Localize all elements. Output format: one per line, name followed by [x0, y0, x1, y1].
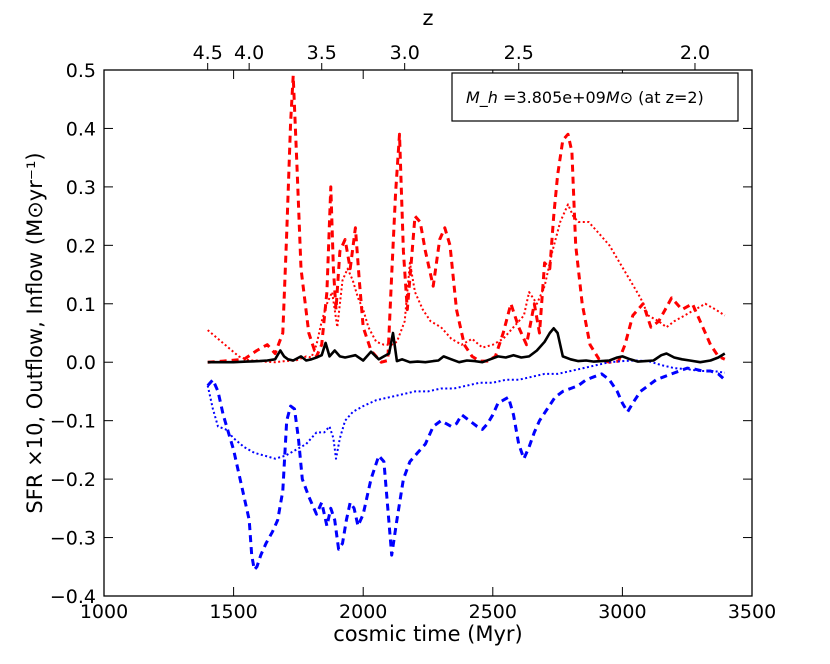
y-tick-label: 0.2 [66, 235, 96, 257]
legend-box [451, 72, 739, 122]
top-axis-title: z [422, 6, 433, 30]
x-tick-label: 3500 [728, 601, 776, 623]
z-tick-label: 3.0 [390, 42, 420, 64]
legend-symbol: M_h [466, 88, 498, 108]
series-inflow_dotted [206, 359, 725, 460]
x-tick-label: 3000 [598, 601, 646, 623]
x-tick-label: 1000 [80, 601, 128, 623]
legend-label: M_h =3.805e+09M⊙ (at z=2) [466, 88, 704, 108]
y-tick-label: 0.3 [66, 177, 96, 199]
y-tick-label: 0.0 [66, 352, 96, 374]
y-tick-label: 0.1 [66, 294, 96, 316]
x-tick-label: 2000 [339, 601, 387, 623]
legend-value: =3.805e+09 [498, 88, 606, 107]
y-tick-label: −0.3 [50, 528, 96, 550]
z-tick-label: 4.5 [193, 42, 223, 64]
y-tick-label: 0.4 [66, 118, 96, 140]
legend: M_h =3.805e+09M⊙ (at z=2) [451, 72, 739, 122]
x-tick-label: 2500 [469, 601, 517, 623]
series-inflow_dashed [206, 366, 726, 572]
x-tick-label: 1500 [209, 601, 257, 623]
plot-frame [103, 69, 753, 597]
y-axis-title: SFR ×10, Outflow, Inflow (M⊙yr⁻¹) [23, 152, 47, 513]
x-axis-title: cosmic time (Myr) [333, 622, 523, 646]
legend-unit: M⊙ [606, 88, 633, 107]
y-tick-label: 0.5 [66, 60, 96, 82]
series-sfr_x10 [207, 326, 726, 364]
y-tick-label: −0.4 [50, 586, 96, 608]
z-tick-label: 3.5 [307, 42, 337, 64]
legend-suffix: (at z=2) [633, 88, 704, 107]
y-tick-label: −0.2 [50, 469, 96, 491]
series-outflow_dotted [207, 203, 726, 364]
series-outflow_dashed [207, 74, 726, 364]
y-tick-label: −0.1 [50, 411, 96, 433]
z-tick-label: 4.0 [234, 42, 264, 64]
z-tick-label: 2.0 [680, 42, 710, 64]
z-tick-label: 2.5 [504, 42, 534, 64]
